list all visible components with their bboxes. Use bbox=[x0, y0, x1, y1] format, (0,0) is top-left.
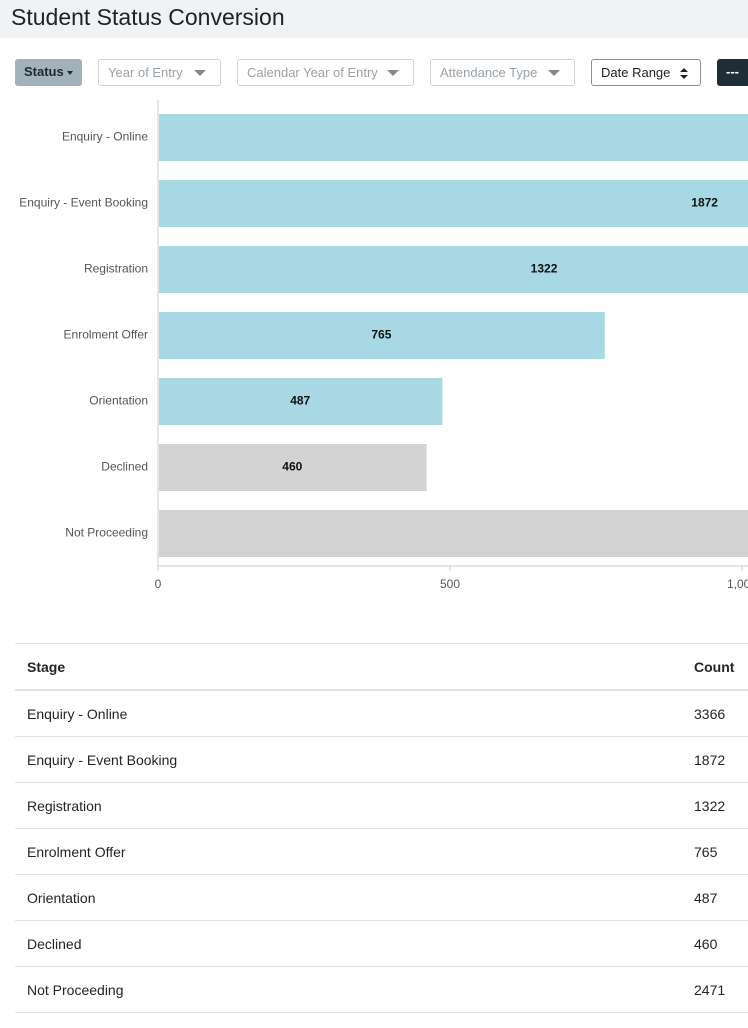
table-row: Not Proceeding 2471 bbox=[15, 967, 748, 1013]
table-cell: Not Proceeding bbox=[27, 982, 124, 998]
x-tick-label: 500 bbox=[440, 577, 460, 591]
bar bbox=[159, 114, 748, 161]
column-header: Count bbox=[694, 659, 735, 675]
x-tick-label: 1,000 bbox=[727, 577, 748, 591]
table-row: Registration 1322 bbox=[15, 783, 748, 829]
status-button[interactable]: Status bbox=[15, 59, 82, 86]
table-header: Stage Count bbox=[15, 644, 748, 691]
calendar-year-dropdown[interactable]: Calendar Year of Entry bbox=[237, 59, 414, 86]
y-tick-label: Not Proceeding bbox=[65, 526, 148, 540]
table-row: Declined 460 bbox=[15, 921, 748, 967]
select-button[interactable]: --- bbox=[717, 59, 748, 86]
placeholder: Year of Entry bbox=[108, 65, 183, 80]
value-label: 1872 bbox=[691, 196, 718, 210]
attendance-dropdown[interactable]: Attendance Type bbox=[430, 59, 575, 86]
date-range-select[interactable]: Date Range bbox=[591, 59, 701, 86]
table-cell: Enquiry - Online bbox=[27, 706, 128, 722]
y-tick-label: Orientation bbox=[89, 394, 148, 408]
select-label: Date Range bbox=[601, 65, 671, 80]
y-tick-label: Enquiry - Online bbox=[62, 130, 148, 144]
value-label: 1322 bbox=[531, 262, 558, 276]
column-header: Stage bbox=[27, 659, 66, 675]
select-arrows bbox=[680, 68, 688, 79]
top-bar bbox=[0, 0, 748, 38]
table-cell: Registration bbox=[27, 798, 102, 814]
table-cell: 460 bbox=[694, 936, 718, 952]
button-label: --- bbox=[726, 64, 739, 79]
table-cell: 1872 bbox=[694, 752, 726, 768]
table-cell: 765 bbox=[694, 844, 718, 860]
y-tick-label: Declined bbox=[101, 460, 148, 474]
table-cell: Declined bbox=[27, 936, 82, 952]
value-label: 765 bbox=[371, 328, 391, 342]
table-cell: Enrolment Offer bbox=[27, 844, 126, 860]
table-cell: Orientation bbox=[27, 890, 96, 906]
table-cell: 1322 bbox=[694, 798, 726, 814]
bar bbox=[159, 444, 427, 491]
table-row: Enrolment Offer 765 bbox=[15, 829, 748, 875]
table-cell: Enquiry - Event Booking bbox=[27, 752, 178, 768]
y-tick-label: Registration bbox=[84, 262, 148, 276]
table-cell: 3366 bbox=[694, 706, 726, 722]
bar bbox=[159, 180, 748, 227]
placeholder: Attendance Type bbox=[440, 65, 538, 80]
placeholder: Calendar Year of Entry bbox=[247, 65, 378, 80]
table-row: Enquiry - Online 3366 bbox=[15, 691, 748, 737]
button-label: Status bbox=[24, 64, 64, 79]
year-dropdown[interactable]: Year of Entry bbox=[98, 59, 221, 86]
bar bbox=[159, 510, 748, 557]
y-tick-label: Enrolment Offer bbox=[64, 328, 148, 342]
table-cell: 2471 bbox=[694, 982, 726, 998]
table: Stage Count Enquiry - Online 3366 Enquiry - … bbox=[15, 643, 748, 1013]
bar bbox=[159, 246, 748, 293]
bar bbox=[159, 312, 605, 359]
page-title: Student Status Conversion bbox=[11, 4, 285, 30]
y-tick-label: Enquiry - Event Booking bbox=[19, 196, 148, 210]
value-label: 460 bbox=[282, 460, 302, 474]
table-row: Enquiry - Event Booking 1872 bbox=[15, 737, 748, 783]
value-label: 487 bbox=[290, 394, 310, 408]
table-row: Orientation 487 bbox=[15, 875, 748, 921]
x-tick-label: 0 bbox=[155, 577, 162, 591]
bar bbox=[159, 378, 443, 425]
table-cell: 487 bbox=[694, 890, 718, 906]
